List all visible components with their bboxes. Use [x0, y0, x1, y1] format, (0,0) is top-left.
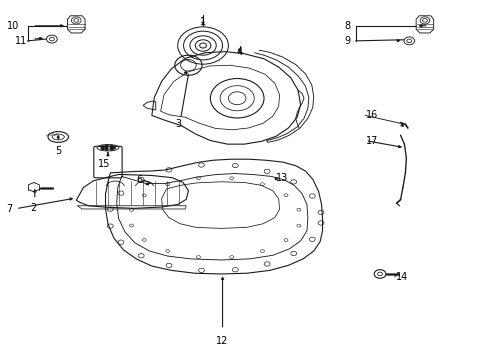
Text: 11: 11 — [15, 36, 27, 46]
Circle shape — [110, 148, 113, 150]
Circle shape — [105, 145, 108, 147]
Circle shape — [101, 146, 104, 148]
Text: 4: 4 — [236, 47, 242, 57]
Text: 16: 16 — [366, 111, 378, 121]
Text: 10: 10 — [7, 21, 19, 31]
Circle shape — [105, 148, 108, 150]
Text: 15: 15 — [98, 159, 110, 169]
Text: 17: 17 — [366, 136, 378, 145]
Text: 5: 5 — [55, 146, 61, 156]
Circle shape — [112, 147, 115, 149]
Text: 12: 12 — [216, 336, 228, 346]
Text: 3: 3 — [175, 119, 182, 129]
Text: 14: 14 — [395, 272, 407, 282]
Circle shape — [101, 147, 104, 149]
Circle shape — [110, 145, 113, 148]
Text: 7: 7 — [7, 204, 13, 214]
Text: 1: 1 — [200, 17, 206, 27]
Text: 6: 6 — [136, 175, 142, 185]
Text: 8: 8 — [344, 21, 350, 31]
Text: 9: 9 — [344, 36, 350, 46]
Text: 13: 13 — [276, 173, 288, 183]
Text: 2: 2 — [31, 203, 37, 213]
